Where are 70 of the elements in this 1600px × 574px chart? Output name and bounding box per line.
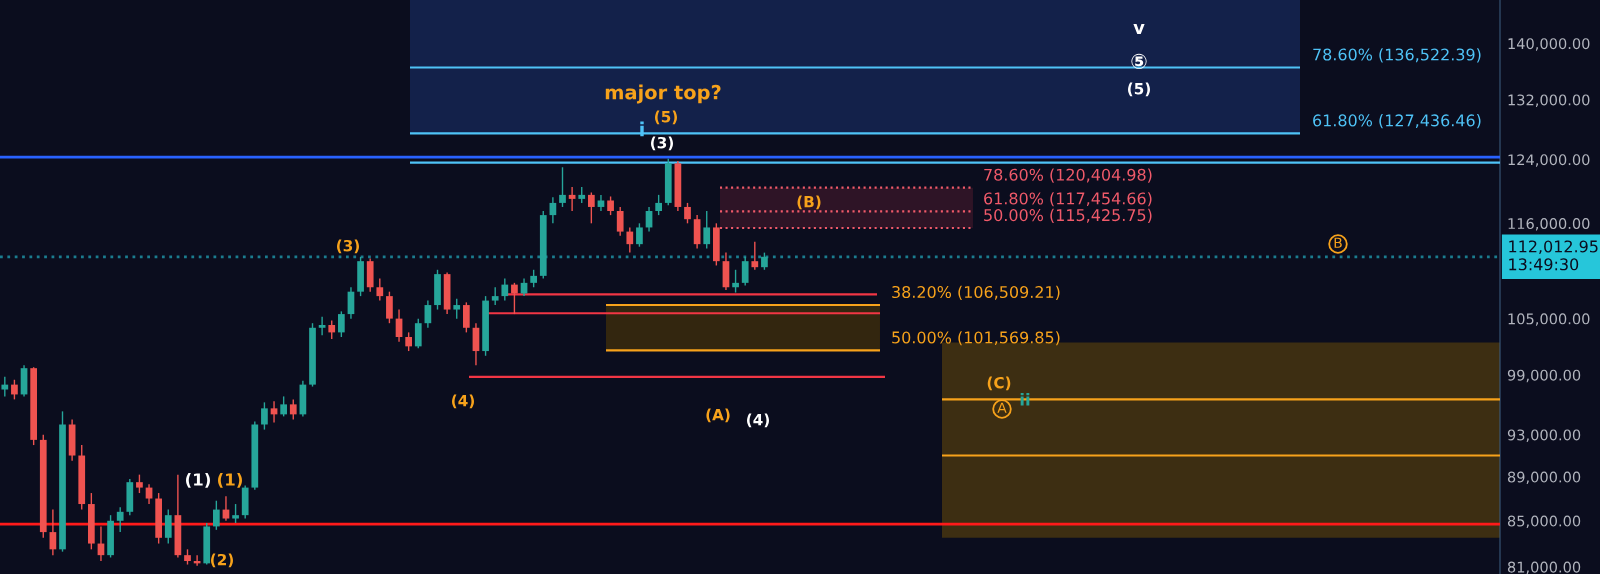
candlestick	[386, 290, 393, 324]
y-tick-label: 132,000.00	[1508, 94, 1590, 107]
annotation: (B)	[797, 195, 821, 210]
candlestick	[414, 317, 422, 349]
candlestick	[232, 503, 239, 524]
candlestick	[511, 282, 518, 315]
annotation: (4)	[452, 394, 474, 409]
ref-line-label: 78.60% (136,522.39)	[1313, 48, 1481, 63]
annotation: B	[1334, 237, 1342, 248]
candlestick	[405, 331, 413, 352]
y-tick-label: 81,000.00	[1507, 561, 1581, 574]
candlestick	[751, 240, 759, 271]
y-tick-label: 105,000.00	[1508, 313, 1590, 326]
annotation: (3)	[337, 239, 359, 254]
y-tick-label: 140,000.00	[1508, 38, 1590, 51]
candlestick	[655, 194, 663, 216]
y-tick-label: 93,000.00	[1507, 429, 1581, 442]
annotation: A	[997, 402, 1007, 413]
candlestick	[280, 395, 288, 418]
candlestick	[732, 269, 739, 294]
annotation: (5)	[1128, 82, 1150, 97]
ref-line-label: 38.20% (106,509.21)	[892, 285, 1060, 300]
candlestick	[261, 401, 268, 431]
candlestick	[453, 298, 461, 320]
candlestick	[376, 277, 384, 302]
annotation: (2)	[211, 553, 233, 568]
candlestick	[11, 379, 18, 401]
candlestick	[684, 202, 691, 225]
annotation: (A)	[706, 408, 730, 423]
ref-line-label: 61.80% (117,454.66)	[984, 192, 1152, 207]
candlestick	[289, 398, 297, 421]
y-tick-label: 99,000.00	[1507, 369, 1581, 383]
candlestick	[501, 277, 509, 302]
candlestick	[636, 222, 643, 248]
y-tick-label: 89,000.00	[1507, 471, 1581, 485]
y-tick-label: 116,000.00	[1508, 218, 1590, 231]
ref-line-label: 61.80% (127,436.46)	[1313, 114, 1481, 129]
candlestick	[741, 256, 749, 287]
y-tick-label: 124,000.00	[1508, 154, 1590, 167]
candlestick	[491, 286, 499, 306]
annotation: major top?	[605, 84, 721, 104]
candlestick	[703, 210, 711, 250]
ref-line-label: 50.00% (115,425.75)	[984, 208, 1152, 224]
candlestick	[222, 495, 230, 522]
annotation: (1)	[186, 472, 210, 488]
candlestick	[328, 319, 336, 340]
annotation: ⑤	[1131, 53, 1147, 70]
ref-line-label: 50.00% (101,569.85)	[892, 331, 1060, 346]
candlestick	[462, 301, 470, 334]
annotation: (1)	[218, 472, 242, 488]
candlestick	[337, 310, 345, 338]
annotation: (4)	[747, 413, 769, 428]
annotation: (3)	[651, 136, 673, 151]
ref-line-label: 112,012.95 13:49:30	[1509, 240, 1598, 271]
annotation: v	[1133, 24, 1145, 34]
candlestick	[318, 316, 326, 336]
candlestick	[626, 226, 634, 254]
candlestick	[616, 206, 624, 237]
y-tick-label: 85,000.00	[1507, 515, 1581, 529]
ref-line-label: 78.60% (120,404.98)	[984, 168, 1152, 183]
candlestick	[1, 376, 9, 398]
candlestick	[212, 500, 220, 531]
annotation: (C)	[987, 376, 1011, 391]
candlestick	[164, 508, 172, 545]
candlestick	[607, 195, 614, 216]
annotation: (5)	[655, 110, 677, 125]
candlestick	[559, 166, 566, 208]
candlestick	[587, 191, 595, 225]
candlestick	[136, 473, 143, 494]
candlestick	[116, 506, 124, 533]
